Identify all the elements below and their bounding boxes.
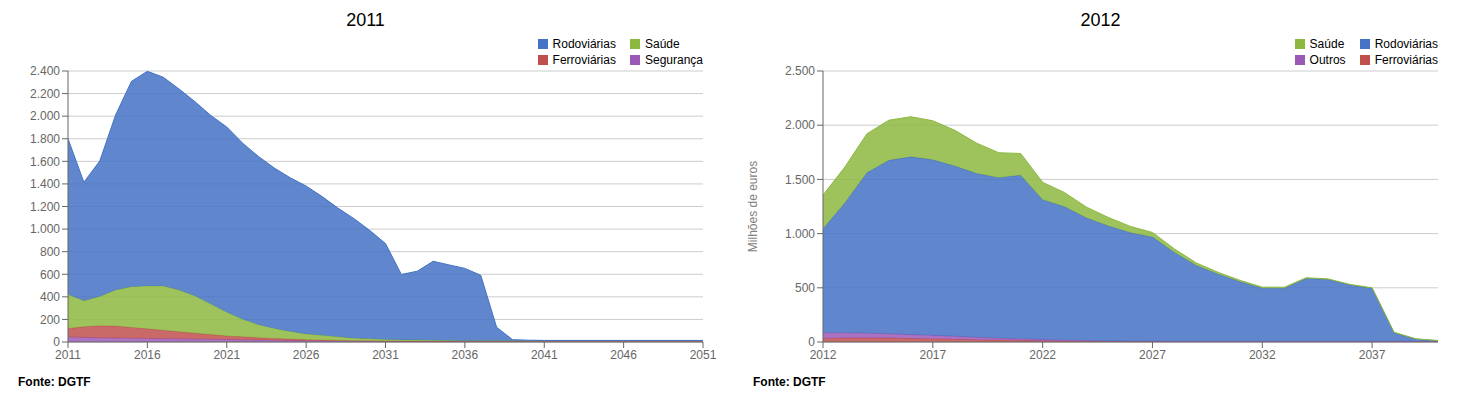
svg-text:2041: 2041	[531, 348, 558, 362]
svg-text:1.000: 1.000	[785, 227, 815, 241]
html-text:Rodoviárias: Rodoviárias	[1374, 37, 1438, 51]
svg-text:2.200: 2.200	[30, 87, 60, 101]
svg-text:2051: 2051	[690, 348, 717, 362]
svg-text:2032: 2032	[1249, 348, 1276, 362]
svg-text:2017: 2017	[919, 348, 946, 362]
svg-text:2021: 2021	[213, 348, 240, 362]
svg-text:2.000: 2.000	[785, 118, 815, 132]
html-text:Rodoviárias: Rodoviárias	[552, 37, 616, 51]
svg-text:800: 800	[40, 245, 60, 259]
html-text:2011: 2011	[346, 10, 385, 30]
svg-text:400: 400	[40, 290, 60, 304]
svg-text:200: 200	[40, 313, 60, 327]
html-text:Outros: Outros	[1309, 53, 1346, 67]
svg-text:1.200: 1.200	[30, 200, 60, 214]
html-text:Ferroviárias: Ferroviárias	[1374, 53, 1438, 67]
html-text:Fonte: DGTF: Fonte: DGTF	[18, 375, 91, 389]
svg-text:2036: 2036	[452, 348, 479, 362]
svg-text:1.400: 1.400	[30, 177, 60, 191]
html-text:Saúde: Saúde	[1309, 37, 1345, 51]
svg-text:1.800: 1.800	[30, 132, 60, 146]
svg-text:Milhões de euros: Milhões de euros	[746, 161, 760, 252]
svg-text:2.000: 2.000	[30, 109, 60, 123]
svg-text:1.600: 1.600	[30, 155, 60, 169]
svg-text:2026: 2026	[293, 348, 320, 362]
svg-text:600: 600	[40, 268, 60, 282]
svg-text:2.400: 2.400	[30, 64, 60, 78]
svg-text:2046: 2046	[610, 348, 637, 362]
svg-text:2012: 2012	[810, 348, 837, 362]
svg-text:2.500: 2.500	[785, 64, 815, 78]
svg-text:1.500: 1.500	[785, 173, 815, 187]
svg-text:500: 500	[795, 281, 815, 295]
html-text:Ferroviárias: Ferroviárias	[552, 53, 616, 67]
svg-text:2022: 2022	[1029, 348, 1056, 362]
svg-text:2011: 2011	[55, 348, 81, 362]
svg-text:2016: 2016	[134, 348, 161, 362]
html-text:Segurança: Segurança	[645, 53, 703, 67]
svg-text:2037: 2037	[1359, 348, 1386, 362]
svg-text:2027: 2027	[1139, 348, 1166, 362]
html-text:Fonte: DGTF: Fonte: DGTF	[753, 375, 826, 389]
svg-text:0: 0	[808, 335, 815, 349]
svg-text:2031: 2031	[372, 348, 399, 362]
html-text:2012: 2012	[1080, 10, 1121, 30]
svg-text:0: 0	[53, 335, 60, 349]
html-text:Saúde: Saúde	[645, 37, 680, 51]
svg-text:1.000: 1.000	[30, 222, 60, 236]
